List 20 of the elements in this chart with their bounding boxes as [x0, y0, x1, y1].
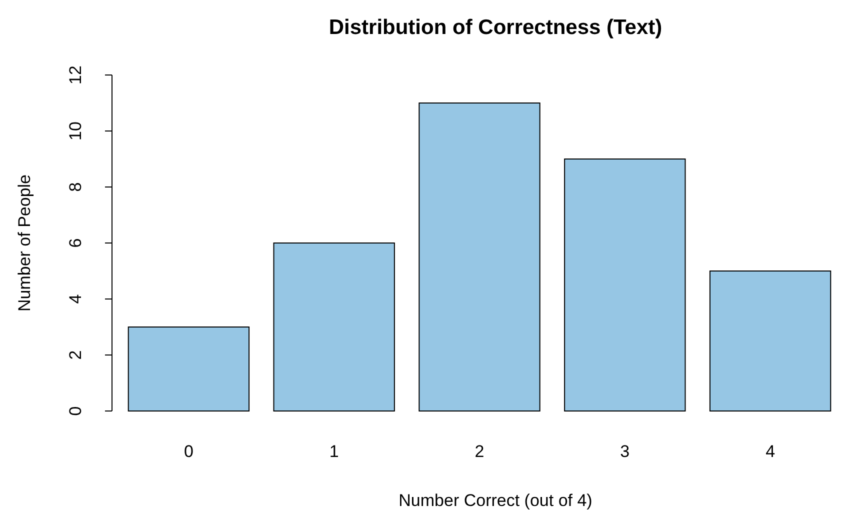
chart-title: Distribution of Correctness (Text) — [328, 16, 662, 39]
x-tick-label: 1 — [329, 442, 339, 461]
y-tick-label: 0 — [66, 406, 85, 416]
bar — [418, 102, 540, 412]
y-tick-label: 4 — [66, 294, 85, 304]
bar — [564, 158, 686, 412]
x-tick-label: 2 — [474, 442, 484, 461]
y-tick-label: 10 — [66, 122, 85, 140]
x-tick-label: 4 — [766, 442, 776, 461]
bar — [273, 242, 395, 412]
y-tick-label: 2 — [66, 350, 85, 360]
y-tick-label: 6 — [66, 238, 85, 248]
y-tick-label: 8 — [66, 182, 85, 192]
bar — [128, 326, 250, 412]
bar — [709, 270, 832, 412]
x-tick-label: 0 — [184, 442, 194, 461]
x-tick-label: 3 — [620, 442, 630, 461]
y-tick-label: 12 — [66, 66, 85, 84]
y-axis-title: Number of People — [15, 174, 34, 312]
x-axis-title: Number Correct (out of 4) — [398, 491, 592, 510]
